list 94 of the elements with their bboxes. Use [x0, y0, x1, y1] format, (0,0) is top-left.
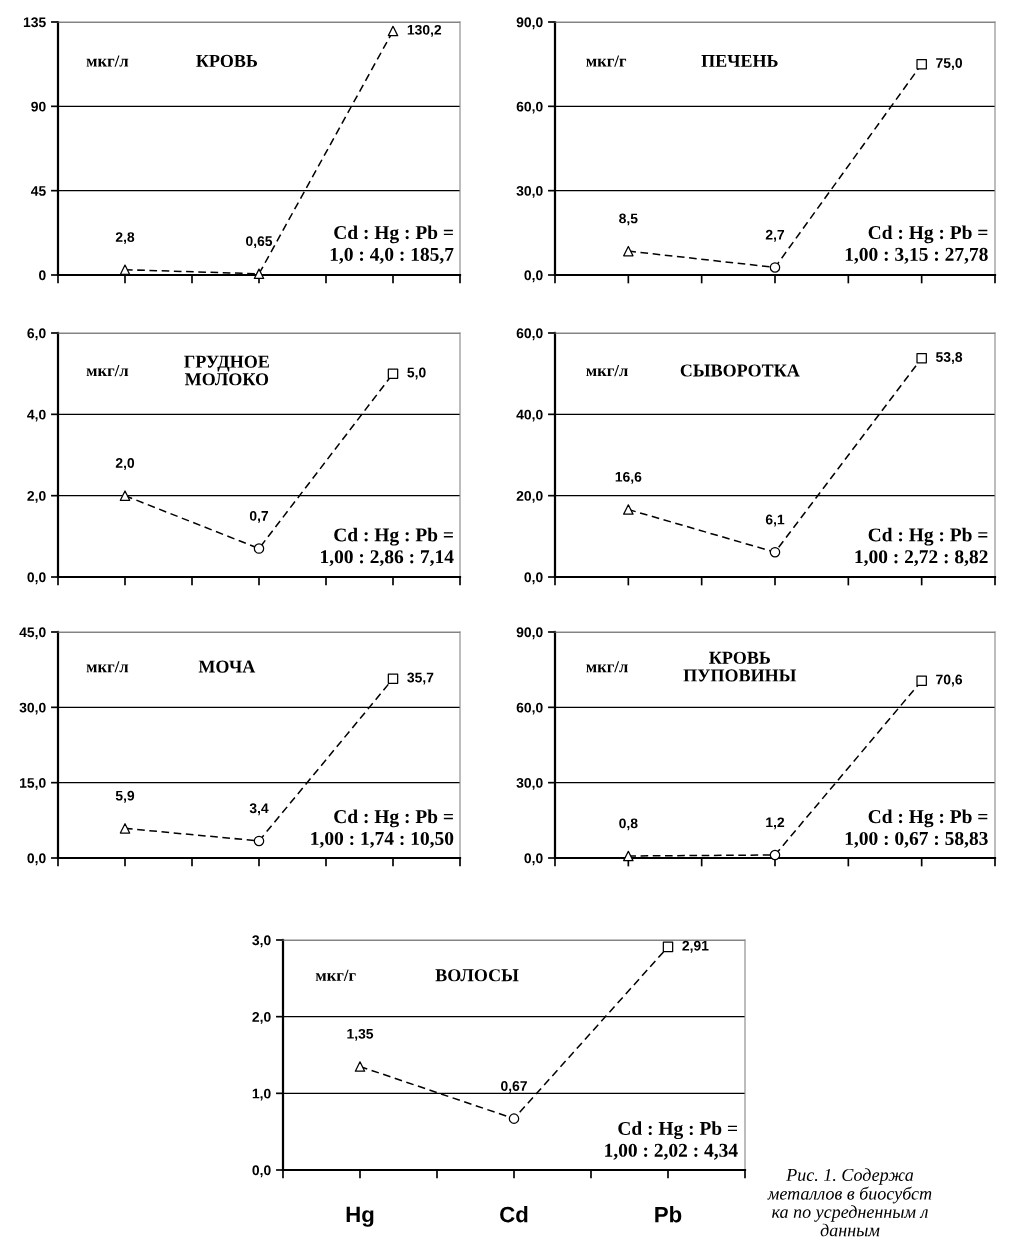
- y-tick-label: 90,0: [516, 627, 543, 640]
- point: [916, 58, 927, 70]
- data-label: 130,2: [407, 24, 442, 37]
- text: КРОВЬ: [196, 54, 258, 67]
- point: [387, 673, 399, 684]
- y-tick-label: 0,0: [27, 572, 46, 585]
- point: [916, 352, 927, 364]
- y-tick-label: 60,0: [516, 702, 543, 715]
- text: ГРУДНОЕ МОЛОКО: [184, 355, 269, 386]
- point: [623, 245, 634, 257]
- y-axis-title: мкг/л: [586, 365, 628, 377]
- y-tick-label: 20,0: [516, 491, 543, 503]
- y-tick-label: 90: [31, 101, 46, 112]
- y-axis-title: мкг/г: [586, 55, 627, 67]
- text: МОЧА: [198, 660, 256, 673]
- y-tick-label: 135: [23, 17, 46, 28]
- annotation: Cd : Hg : Pb = 1,0 : 4,0 : 185,7: [330, 225, 454, 264]
- point: [623, 504, 634, 515]
- annotation: Cd : Hg : Pb = 1,00 : 2,02 : 4,34: [605, 1121, 738, 1160]
- data-label: 2,8: [115, 232, 135, 245]
- text: Рис. 1. Содержа металлов в биосубст ка по усредненным л данным: [767, 1168, 932, 1237]
- point: [253, 543, 265, 554]
- data-label: 0,7: [249, 510, 269, 523]
- x-tick-label: Pb: [655, 1206, 682, 1223]
- y-tick-label: 3,0: [252, 935, 271, 948]
- point: [387, 25, 399, 37]
- data-label: 70,6: [936, 674, 963, 687]
- point: [253, 835, 265, 847]
- data-label: 53,8: [935, 352, 963, 364]
- annotation: Cd : Hg : Pb = 1,00 : 2,86 : 7,14: [321, 527, 454, 567]
- y-tick-label: 0,0: [524, 270, 543, 283]
- y-tick-label: 0,0: [27, 853, 46, 866]
- point: [354, 1061, 366, 1072]
- text: КРОВЬ ПУПОВИНЫ: [683, 651, 797, 682]
- point: [119, 490, 131, 501]
- annotation: Cd : Hg : Pb = 1,00 : 1,74 : 10,50: [311, 809, 454, 848]
- y-tick-label: 30,0: [516, 778, 543, 790]
- y-tick-label: 0: [39, 270, 46, 281]
- point: [769, 849, 781, 861]
- y-tick-label: 1,0: [252, 1088, 271, 1101]
- data-label: 5,0: [407, 367, 426, 380]
- data-label: 1,2: [766, 817, 785, 830]
- y-axis-title: мкг/г: [315, 969, 356, 981]
- y-axis-title: мкг/л: [86, 365, 129, 377]
- data-label: 35,7: [407, 672, 434, 685]
- y-tick-label: 4,0: [27, 409, 46, 422]
- y-tick-label: 30,0: [19, 702, 46, 715]
- point: [253, 268, 265, 280]
- y-tick-label: 2,0: [27, 491, 46, 503]
- point: [119, 823, 131, 834]
- y-tick-label: 6,0: [27, 328, 46, 341]
- data-label: 2,7: [765, 229, 785, 242]
- y-tick-label: 15,0: [20, 778, 46, 790]
- y-tick-label: 30,0: [516, 186, 543, 198]
- annotation: Cd : Hg : Pb = 1,00 : 0,67 : 58,83: [845, 809, 988, 848]
- y-axis-title: мкг/л: [86, 55, 129, 67]
- y-tick-label: 0,0: [524, 572, 543, 585]
- data-label: 8,5: [619, 213, 638, 226]
- annotation: Cd : Hg : Pb = 1,00 : 3,15 : 27,78: [845, 225, 988, 264]
- data-label: 0,67: [501, 1081, 527, 1093]
- data-label: 0,65: [246, 236, 273, 249]
- text: СЫВОРОТКА: [680, 364, 800, 377]
- point: [662, 941, 674, 953]
- y-axis-title: мкг/л: [586, 661, 628, 673]
- y-tick-label: 0,0: [524, 853, 543, 866]
- point: [387, 368, 399, 379]
- data-label: 2,91: [682, 940, 709, 953]
- point: [769, 546, 781, 558]
- point: [623, 850, 634, 862]
- x-tick-label: Cd: [500, 1206, 528, 1223]
- data-label: 0,8: [619, 818, 638, 831]
- annotation: Cd : Hg : Pb = 1,00 : 2,72 : 8,82: [855, 527, 988, 567]
- y-tick-label: 0,0: [252, 1165, 271, 1178]
- y-tick-label: 2,0: [252, 1012, 271, 1024]
- point: [508, 1113, 520, 1124]
- point: [916, 675, 927, 686]
- data-label: 75,0: [936, 58, 963, 70]
- data-label: 6,1: [765, 514, 785, 527]
- data-label: 1,35: [347, 1028, 374, 1041]
- data-label: 16,6: [615, 471, 642, 484]
- x-tick-label: Hg: [346, 1206, 374, 1227]
- text: ВОЛОСЫ: [435, 969, 519, 982]
- point: [769, 262, 781, 273]
- y-tick-label: 60,0: [516, 101, 543, 114]
- text: ПЕЧЕНЬ: [701, 55, 778, 67]
- y-tick-label: 90,0: [516, 17, 543, 30]
- y-axis-title: мкг/л: [86, 661, 129, 673]
- data-label: 3,4: [249, 803, 269, 816]
- y-tick-label: 60,0: [516, 328, 543, 341]
- y-tick-label: 40,0: [516, 409, 543, 422]
- data-label: 2,0: [115, 458, 135, 470]
- y-tick-label: 45: [30, 186, 46, 196]
- y-tick-label: 45,0: [19, 627, 46, 640]
- data-label: 5,9: [115, 790, 135, 803]
